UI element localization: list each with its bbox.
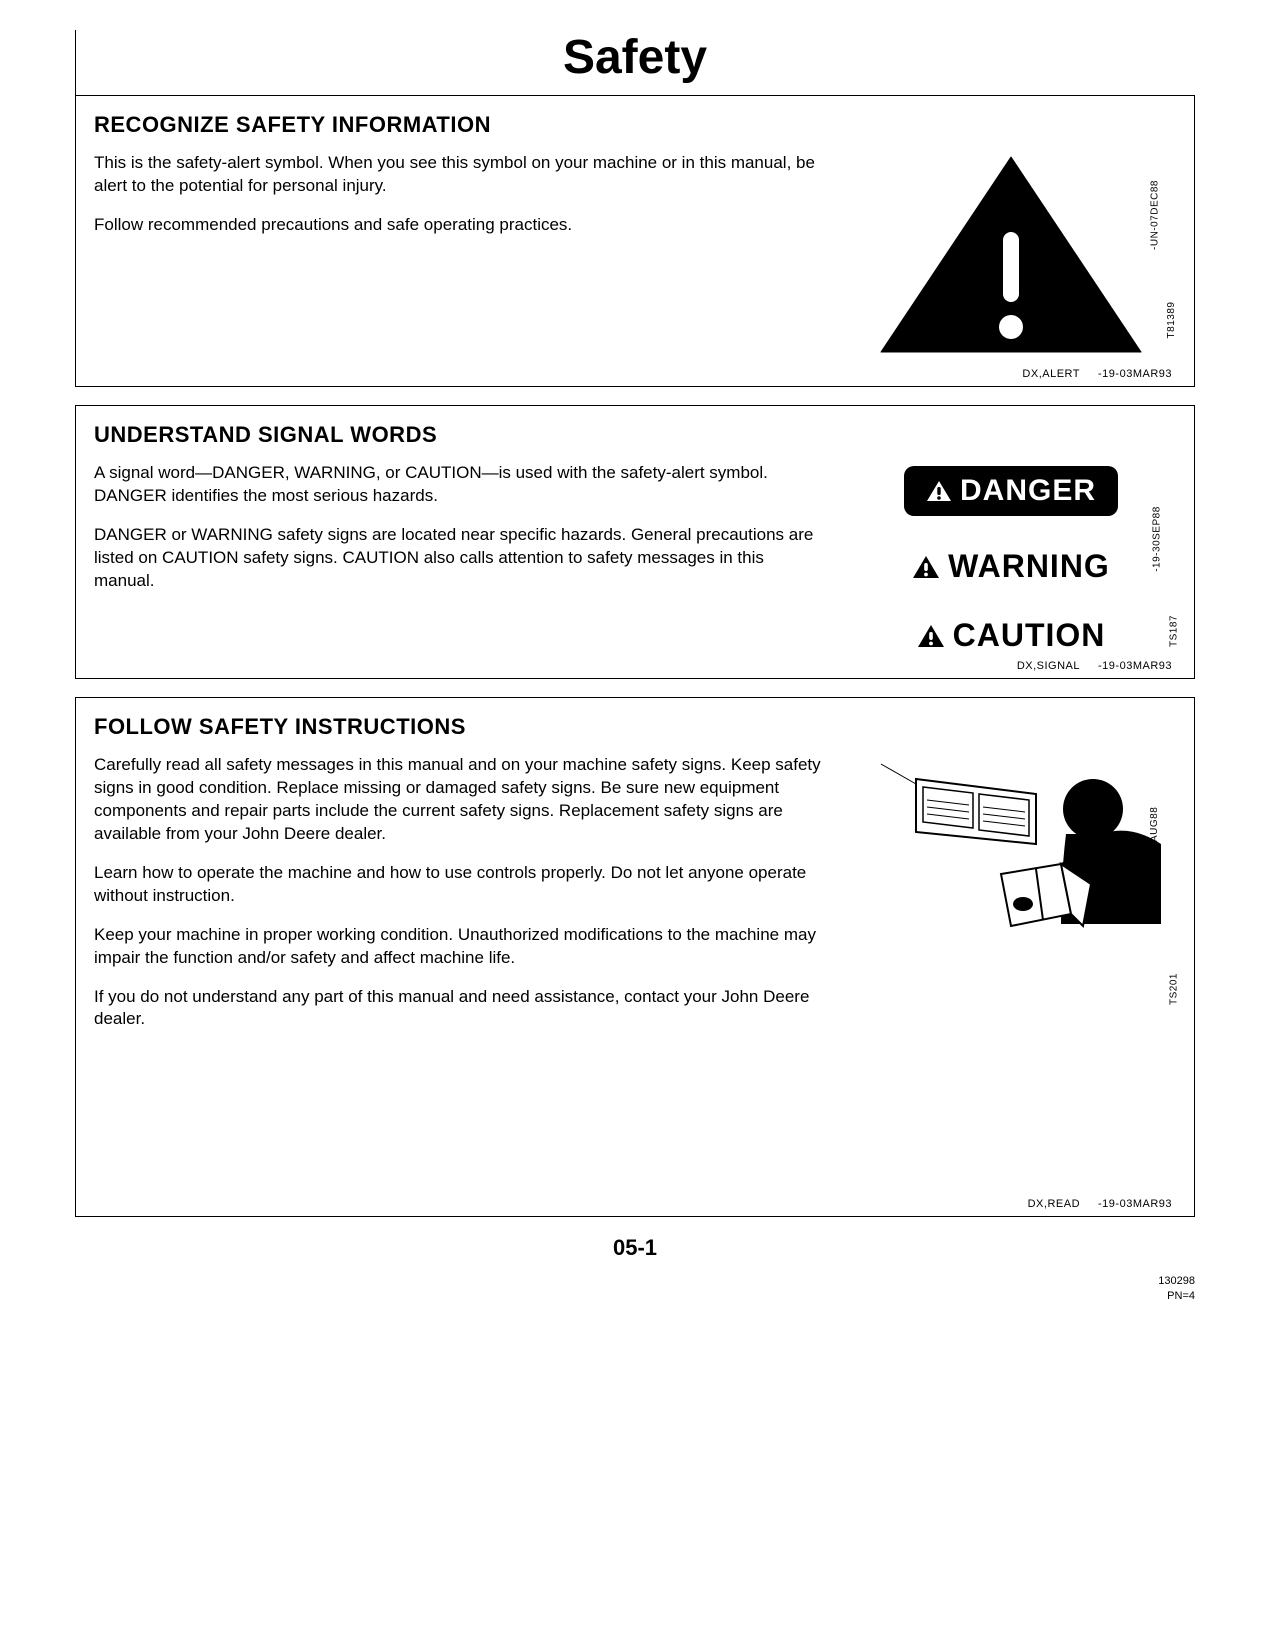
page-meta: 130298 PN=4 bbox=[1158, 1274, 1195, 1303]
section-heading: UNDERSTAND SIGNAL WORDS bbox=[94, 422, 1176, 448]
caution-label: CAUTION bbox=[917, 617, 1106, 654]
section-footer-meta: DX,SIGNAL-19-03MAR93 bbox=[94, 654, 1176, 672]
safety-alert-symbol: -UN-07DEC88 T81389 bbox=[846, 152, 1176, 362]
section-footer-meta: DX,READ-19-03MAR93 bbox=[1010, 1192, 1176, 1210]
section-text: A signal word—DANGER, WARNING, or CAUTIO… bbox=[94, 462, 826, 654]
page: Safety RECOGNIZE SAFETY INFORMATION This… bbox=[75, 30, 1195, 1261]
alert-triangle-icon bbox=[926, 480, 952, 502]
paragraph: If you do not understand any part of thi… bbox=[94, 986, 826, 1032]
alert-triangle-icon bbox=[912, 555, 940, 579]
signal-words-graphic: DANGER WARNING bbox=[846, 462, 1176, 654]
paragraph: This is the safety-alert symbol. When yo… bbox=[94, 152, 826, 198]
section-text: This is the safety-alert symbol. When yo… bbox=[94, 152, 826, 362]
paragraph: A signal word—DANGER, WARNING, or CAUTIO… bbox=[94, 462, 826, 508]
section-follow-safety-instructions: FOLLOW SAFETY INSTRUCTIONS Carefully rea… bbox=[75, 697, 1195, 1217]
alert-triangle-icon bbox=[917, 624, 945, 648]
image-side-label: -19-30SEP88 bbox=[1152, 506, 1163, 572]
image-side-label: -UN-07DEC88 bbox=[1150, 180, 1161, 250]
warning-label: WARNING bbox=[912, 548, 1110, 585]
paragraph: Follow recommended precautions and safe … bbox=[94, 214, 826, 237]
page-number: 05-1 bbox=[75, 1235, 1195, 1261]
section-text: Carefully read all safety messages in th… bbox=[94, 754, 826, 1047]
paragraph: Learn how to operate the machine and how… bbox=[94, 862, 826, 908]
alert-triangle-icon bbox=[871, 152, 1151, 362]
image-side-label: T81389 bbox=[1166, 302, 1177, 339]
read-manual-figure: -UN-23AUG88 TS201 bbox=[846, 754, 1176, 1047]
image-side-label: TS201 bbox=[1169, 973, 1180, 1005]
paragraph: DANGER or WARNING safety signs are locat… bbox=[94, 524, 826, 593]
section-understand-signal-words: UNDERSTAND SIGNAL WORDS A signal word—DA… bbox=[75, 405, 1195, 679]
person-reading-manual-icon bbox=[861, 754, 1161, 964]
paragraph: Carefully read all safety messages in th… bbox=[94, 754, 826, 846]
danger-label: DANGER bbox=[904, 466, 1118, 516]
section-heading: FOLLOW SAFETY INSTRUCTIONS bbox=[94, 714, 1176, 740]
image-side-label: -UN-23AUG88 bbox=[1149, 807, 1160, 878]
section-recognize-safety: RECOGNIZE SAFETY INFORMATION This is the… bbox=[75, 95, 1195, 387]
page-title: Safety bbox=[75, 30, 1195, 85]
section-footer-meta: DX,ALERT-19-03MAR93 bbox=[94, 362, 1176, 380]
image-side-label: TS187 bbox=[1169, 615, 1180, 647]
paragraph: Keep your machine in proper working cond… bbox=[94, 924, 826, 970]
section-heading: RECOGNIZE SAFETY INFORMATION bbox=[94, 112, 1176, 138]
